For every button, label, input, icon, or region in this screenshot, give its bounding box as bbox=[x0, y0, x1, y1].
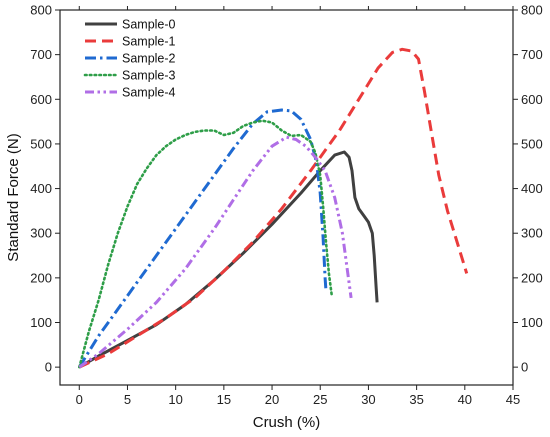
y-tick-label-left: 600 bbox=[30, 92, 52, 107]
y-tick-label-right: 500 bbox=[521, 136, 543, 151]
y-tick-label-right: 400 bbox=[521, 181, 543, 196]
y-tick-label-right: 100 bbox=[521, 315, 543, 330]
x-tick-label: 45 bbox=[506, 392, 520, 407]
y-tick-label-left: 100 bbox=[30, 315, 52, 330]
legend-label: Sample-4 bbox=[122, 86, 176, 100]
y-tick-label-left: 300 bbox=[30, 226, 52, 241]
legend-label: Sample-0 bbox=[122, 18, 176, 32]
x-tick-label: 30 bbox=[361, 392, 375, 407]
y-tick-label-left: 800 bbox=[30, 3, 52, 18]
series-line-sample-4 bbox=[78, 135, 353, 369]
y-tick-label-right: 0 bbox=[521, 360, 528, 375]
legend-label: Sample-3 bbox=[122, 69, 176, 83]
x-tick-label: 5 bbox=[124, 392, 131, 407]
y-tick-label-right: 300 bbox=[521, 226, 543, 241]
axis-ticks: 0 5 10 15 20 25 30 35 40 45 0 0 100 100 200 200 300 300 40… bbox=[30, 3, 542, 408]
x-tick-label: 35 bbox=[409, 392, 423, 407]
x-tick-label: 25 bbox=[313, 392, 327, 407]
series-line-sample-0 bbox=[78, 150, 379, 369]
y-tick-label-right: 200 bbox=[521, 270, 543, 285]
y-tick-label-left: 0 bbox=[45, 360, 52, 375]
legend-label: Sample-2 bbox=[122, 52, 176, 66]
y-tick-label-right: 600 bbox=[521, 92, 543, 107]
x-tick-label: 40 bbox=[458, 392, 472, 407]
y-tick-label-left: 700 bbox=[30, 47, 52, 62]
y-tick-label-left: 500 bbox=[30, 136, 52, 151]
plot-frame bbox=[59, 9, 514, 386]
series-layer bbox=[78, 47, 469, 369]
series-line-sample-3 bbox=[78, 119, 334, 369]
x-axis-title: Crush (%) bbox=[253, 414, 321, 431]
legend-label: Sample-1 bbox=[122, 35, 176, 49]
y-tick-label-left: 400 bbox=[30, 181, 52, 196]
x-tick-label: 0 bbox=[76, 392, 83, 407]
y-tick-label-right: 700 bbox=[521, 47, 543, 62]
legend: Sample-0 Sample-1 Sample-2 Sample-3 Sample-4 bbox=[83, 18, 176, 100]
series-line-sample-1 bbox=[78, 47, 469, 369]
x-tick-label: 20 bbox=[265, 392, 279, 407]
x-tick-label: 10 bbox=[168, 392, 182, 407]
y-tick-label-right: 800 bbox=[521, 3, 543, 18]
series-line-sample-2 bbox=[78, 108, 328, 368]
x-tick-label: 15 bbox=[217, 392, 231, 407]
y-axis-title: Standard Force (N) bbox=[5, 133, 22, 261]
y-tick-label-left: 200 bbox=[30, 270, 52, 285]
